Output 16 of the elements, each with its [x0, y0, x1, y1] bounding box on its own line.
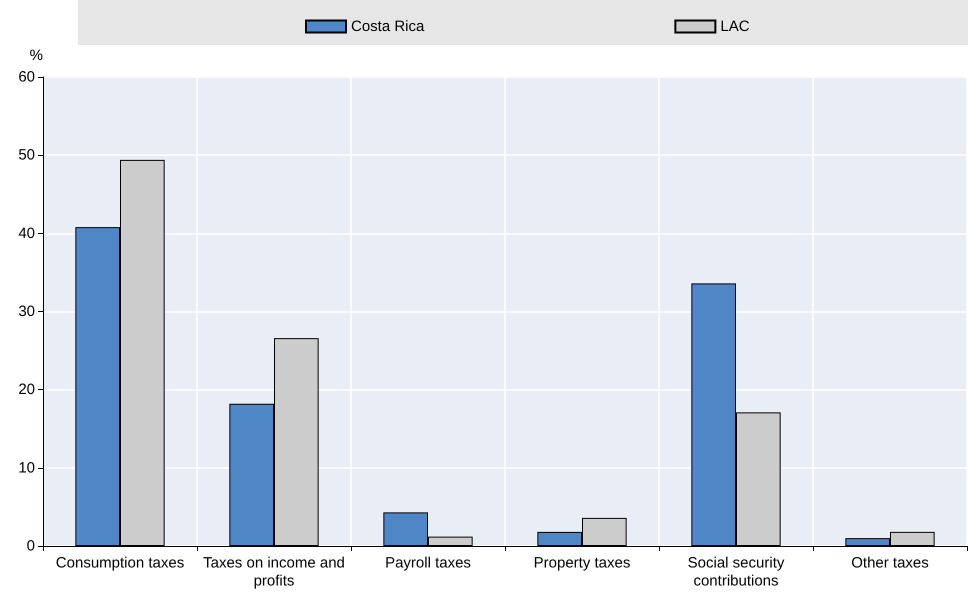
x-tick-label: Property taxes: [534, 554, 630, 572]
legend-label: LAC: [720, 18, 750, 35]
y-tick-label: 40: [18, 224, 35, 242]
x-tick-label: Social security contributions: [688, 554, 785, 590]
y-tick-label: 60: [18, 68, 35, 86]
x-tick-label: Other taxes: [851, 554, 929, 572]
x-tick-label: Taxes on income and profits: [203, 554, 345, 590]
y-tick-label: 10: [18, 459, 35, 476]
y-tick-label: 0: [26, 538, 35, 554]
y-tick-label: 30: [18, 303, 35, 320]
y-axis-title: %: [30, 47, 43, 64]
legend-label: Costa Rica: [351, 18, 426, 35]
x-tick-label: Payroll taxes: [385, 554, 471, 572]
x-tick-label: Consumption taxes: [56, 554, 184, 572]
y-tick-label: 20: [18, 381, 35, 398]
y-tick-label: 50: [18, 146, 35, 164]
